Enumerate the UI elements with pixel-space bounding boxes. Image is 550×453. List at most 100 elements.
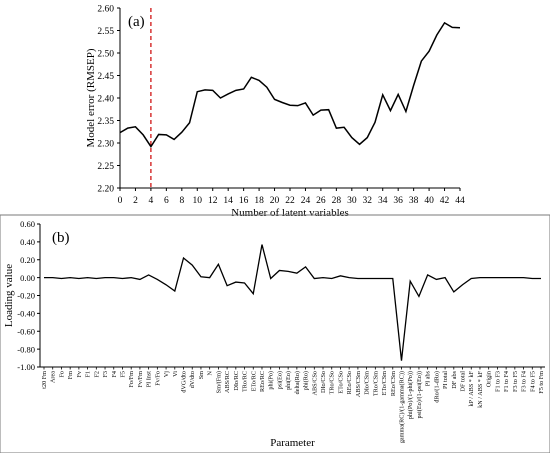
panel-b-x-tick-label: kN / ABS * kF: [477, 370, 484, 407]
panel-b-x-tick-label: ABS/CSo: [311, 371, 318, 395]
panel-a-x-tick-label: 16: [239, 196, 249, 206]
panel-b-x-tick-label: dRo/(1-dRo): [433, 371, 440, 403]
panel-a-label: (a): [128, 14, 145, 30]
panel-a-x-tick-label: 40: [424, 196, 434, 206]
panel-b-axes: [39, 224, 545, 368]
panel-b-x-tick-label: TRo/RC: [242, 371, 249, 392]
panel-b-x-tick-label: Fv/Fm: [137, 371, 144, 388]
panel-b-x-tick-label: N: [207, 370, 214, 375]
panel-b-x-tick-label: Origin: [486, 371, 493, 387]
panel-b-x-tick-label: psi(Eo)/(1-psi(Eo)): [416, 371, 423, 418]
panel-a-y-axis-label: Model error (RMSEP): [85, 48, 97, 147]
panel-a-x-tick-label: 2: [133, 196, 138, 206]
panel-a-x-axis-label: Number of latent variables: [231, 207, 349, 219]
panel-b-x-tick-label: REo/CSo: [346, 371, 353, 394]
panel-a-x-tick-label: 36: [393, 196, 403, 206]
panel-b-y-tick-label: 0.60: [20, 219, 35, 229]
panel-a-y-tick-label: 2.55: [97, 27, 114, 37]
panel-b-y-ticks: 0.60 0.40 0.20 0.00 -0.20 -0.40 -0.60 -0.80 -1.0…: [17, 219, 40, 372]
panel-a-x-tick-label: 24: [301, 196, 311, 206]
panel-b-x-tick-label: phi(Eo): [285, 371, 292, 390]
panel-b-x-tick-label: PI total: [442, 371, 449, 389]
panel-b-x-tick-label: DIo/CSm: [364, 371, 371, 395]
panel-b-x-tick-label: DIo/RC: [233, 371, 240, 391]
panel-b-x-tick-label: REo/RC: [259, 371, 266, 392]
panel-a-x-tick-label: 18: [254, 196, 264, 206]
panel-a-x-tick-label: 26: [316, 196, 326, 206]
panel-a-x-tick-label: 8: [179, 196, 184, 206]
panel-b-x-tick-label: F1: [85, 371, 92, 378]
panel-b-x-tick-label: dV/dto: [189, 371, 196, 388]
panel-a-x-tick-label: 32: [363, 196, 373, 206]
panel-a-axes: [119, 8, 460, 189]
panel-a-y-tick-label: 2.50: [97, 50, 114, 60]
panel-b-x-ticks: t20 Fm Area Fo Fm Fv F1 F2 F3 F4 F5 Fo/Fm Fv/Fm PI I…: [41, 367, 545, 443]
panel-b-x-tick-label: F3 to F4: [521, 371, 528, 392]
panel-b-x-tick-label: Fv: [76, 370, 83, 377]
panel-b-x-tick-label: ABS/CSm: [355, 371, 362, 397]
panel-a-x-tick-label: 44: [455, 196, 465, 206]
panel-b-x-tick-label: ETo/CSo: [337, 371, 344, 394]
panel-b-x-tick-label: TRo/CSm: [372, 371, 379, 396]
panel-b-label: (b): [52, 230, 70, 246]
panel-b-x-tick-label: F1 to F3: [494, 371, 501, 392]
panel-b-x-axis-label: Parameter: [270, 437, 315, 449]
panel-b-x-tick-label: delta(Ro): [294, 371, 301, 394]
panel-b-x-tick-label: Area: [50, 371, 57, 383]
panel-a-x-tick-label: 0: [118, 196, 123, 206]
panel-b-x-tick-label: DF total: [460, 371, 467, 392]
panel-a-y-tick-label: 2.45: [97, 72, 114, 82]
panel-b-x-tick-label: F4: [111, 371, 118, 378]
panel-b-x-tick-label: gamma(RC)/(1-gamma(RC)): [398, 371, 405, 443]
panel-b-x-tick-label: F4 to F5: [529, 371, 536, 392]
panel-b-x-tick-label: F3 to F5: [512, 371, 519, 392]
panel-b-x-tick-label: PI Inst: [146, 371, 153, 388]
panel-a-x-tick-label: 4: [149, 196, 154, 206]
panel-a-x-tick-label: 20: [270, 196, 280, 206]
panel-a-y-tick-label: 2.60: [97, 5, 114, 15]
panel-a-x-tick-label: 14: [223, 196, 233, 206]
panel-b-x-tick-label: F1 to F4: [503, 371, 510, 392]
panel-b-x-tick-label: kP / ABS * kF: [468, 370, 475, 406]
panel-b-x-tick-label: DF abs: [451, 370, 458, 388]
panel-b-x-tick-label: phi(Po): [268, 371, 275, 390]
panel-a-x-tick-label: 22: [285, 196, 295, 206]
panel-b-x-tick-label: Fo: [58, 371, 65, 378]
panel-b-x-tick-label: F2: [93, 371, 100, 378]
panel-b-x-tick-label: psi(Eo): [276, 371, 283, 389]
panel-a-y-tick-label: 2.30: [97, 140, 114, 150]
panel-a-y-tick-label: 2.25: [97, 162, 114, 172]
panel-b-x-tick-label: REo/CSm: [390, 371, 397, 396]
panel-b-y-tick-label: -1.00: [17, 362, 35, 372]
panel-b-y-tick-label: -0.80: [17, 344, 35, 354]
panel-b-x-tick-label: phi(Po)/(1-phi(Po)): [407, 371, 414, 419]
panel-b-y-axis-label: Loading value: [3, 264, 15, 327]
panel-b-x-tick-label: phi(Ro): [303, 371, 310, 390]
panel-a-x-tick-label: 38: [409, 196, 419, 206]
panel-b-x-tick-label: F5: [119, 371, 126, 378]
panel-b-x-tick-label: Vj: [163, 371, 170, 377]
panel-a-rmsep-line: [119, 21, 461, 148]
panel-a-x-tick-label: 34: [378, 196, 388, 206]
panel-a-x-ticks: 0 2 4 6 8 10 12 14 16 18 20 22 24 26 28 30 32 34 36 38 40 42 4…: [118, 188, 465, 206]
panel-b-y-tick-label: 0.20: [20, 255, 35, 265]
panel-b-x-tick-label: t20 Fm: [41, 371, 48, 389]
panel-b-y-tick-label: 0.40: [20, 237, 35, 247]
panel-b-x-tick-label: ABS/RC: [224, 371, 231, 393]
panel-b-loading-line: [44, 244, 541, 361]
panel-b-x-tick-label: TRo/CSo: [329, 371, 336, 394]
panel-b-x-tick-label: Fo/Fm: [128, 371, 135, 388]
panel-b-x-tick-label: F3: [102, 371, 109, 378]
panel-b-x-tick-label: Vi: [172, 371, 179, 377]
panel-b-frame: [0, 214, 550, 453]
panel-b-y-tick-label: 0.00: [20, 273, 35, 283]
panel-a-y-tick-label: 2.40: [97, 95, 114, 105]
panel-a-x-tick-label: 30: [347, 196, 357, 206]
panel-b-y-tick-label: -0.20: [17, 291, 35, 301]
panel-b-x-tick-label: dVG/dto: [181, 371, 188, 393]
panel-a-x-tick-label: 12: [208, 196, 218, 206]
panel-a-y-tick-label: 2.20: [97, 185, 114, 195]
panel-b-x-tick-label: Fv/Fo: [154, 371, 161, 386]
